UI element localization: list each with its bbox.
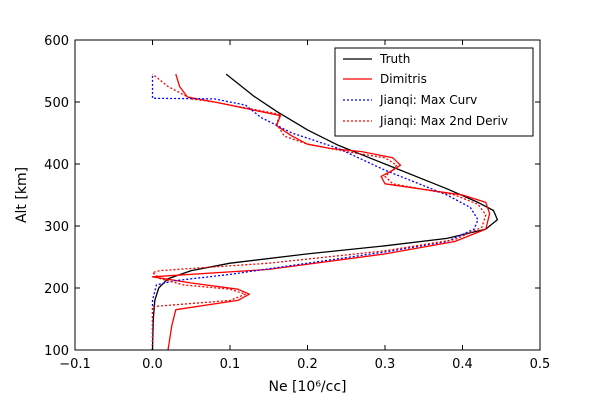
- x-tick-label: 0.4: [452, 357, 473, 372]
- y-axis-label: Alt [km]: [14, 167, 30, 223]
- x-tick-label: 0.1: [220, 357, 241, 372]
- x-tick-label: −0.1: [59, 357, 91, 372]
- x-axis-ticks: −0.1 0.0 0.1 0.2 0.3 0.4 0.5: [59, 40, 550, 372]
- y-tick-label: 500: [44, 96, 69, 111]
- y-tick-label: 300: [44, 220, 69, 235]
- y-tick-label: 200: [44, 282, 69, 297]
- legend-label-dimitris: Dimitris: [380, 72, 427, 86]
- x-axis-label: Ne [10⁶/cc]: [269, 379, 347, 395]
- x-tick-label: 0.3: [375, 357, 396, 372]
- x-tick-label: 0.2: [297, 357, 318, 372]
- x-tick-label: 0.5: [530, 357, 551, 372]
- x-tick-label: 0.0: [142, 357, 163, 372]
- series-line-jianqi-max-2nd-deriv: [151, 73, 487, 350]
- y-axis-ticks: 100 200 300 400 500 600: [44, 34, 540, 359]
- y-tick-label: 600: [44, 34, 69, 49]
- legend-label-max-2nd-deriv: Jianqi: Max 2nd Deriv: [379, 114, 508, 128]
- series-layer: [151, 73, 499, 350]
- legend: Truth Dimitris Jianqi: Max Curv Jianqi: …: [334, 47, 534, 137]
- legend-label-truth: Truth: [379, 52, 410, 66]
- legend-label-max-curv: Jianqi: Max Curv: [379, 93, 477, 107]
- y-tick-label: 400: [44, 158, 69, 173]
- y-tick-label: 100: [44, 344, 69, 359]
